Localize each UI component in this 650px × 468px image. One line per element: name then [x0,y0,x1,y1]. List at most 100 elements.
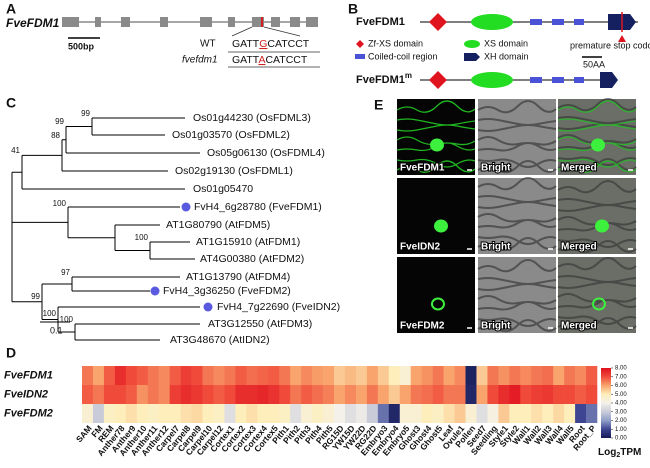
nucleus [595,219,609,233]
shape [552,19,564,25]
heatmap-cell [553,404,565,423]
colorbar-tick-label: 2.00 [615,418,627,424]
leaf-label: FvH4_3g36250 (FveFDM2) [163,285,291,297]
heatmap-cell [498,366,510,385]
heatmap-cell [158,366,170,385]
heatmap-cell [312,404,324,423]
micrograph-label: FveIDN2 [400,242,440,253]
nucleus [592,297,606,311]
cell-walls [477,100,557,174]
micrograph: FveFDM2 [397,257,475,333]
shape [200,17,212,27]
heatmap-cell [399,366,412,385]
heatmap-cell [542,404,554,423]
micrograph-label: Merged [561,242,597,253]
wt-label: WT [200,39,216,50]
highlight-dot [150,286,160,296]
colorbar-tick-label: 0.00 [615,436,627,442]
shape [530,19,542,25]
heatmap-cell [147,404,160,423]
micrograph-bg [397,178,475,254]
bootstrap: 97 [61,268,70,277]
heatmap-cell [531,404,543,423]
heatmap-cell [301,366,313,385]
zoom-lines [231,26,301,37]
heatmap-cell [334,366,346,385]
heatmap-cell [246,366,258,385]
mutant-label: fvefdm1 [182,55,218,66]
nucleus [431,297,445,311]
name: FveFDM1 [356,74,405,86]
seq: GATT [232,38,260,50]
nucleus [591,138,605,152]
heatmap-cell [323,366,335,385]
heatmap-cell [443,404,455,423]
heatmap-cell [92,366,105,385]
bootstrap: 100 [135,233,149,242]
shape [429,71,447,89]
leaf-label: AT3G48670 (AtIDN2) [170,334,270,346]
heatmap-cell [542,366,554,385]
heatmap-cell [465,366,477,385]
panel-label: E [374,97,383,113]
micrograph: Bright [477,257,557,333]
heatmap-cell [103,366,116,385]
heatmap-cell [531,366,543,385]
cell-walls [557,257,637,331]
micrograph-label: FveFDM2 [400,321,445,332]
heatmap-cell [454,366,466,385]
heatmap-cell [125,385,138,404]
shape [471,14,513,30]
heatmap-cell [509,366,521,385]
colorbar-tick-label: 5.00 [615,392,627,398]
heatmap-cell [388,366,401,385]
exons [62,17,318,27]
colorbar-tick-label: 4.00 [615,401,627,407]
heatmap-cell [377,404,390,423]
row-label: FveFDM2 [4,407,53,419]
heatmap-cell [114,385,127,404]
nucleus [434,219,448,233]
heatmap-cell [509,385,521,404]
micrograph-label: FveFDM1 [400,163,445,174]
heatmap-cell [82,385,94,404]
micrograph: FveFDM1 [396,99,476,175]
heatmap-cell [114,366,127,385]
leaf-label: AT4G00380 (AtFDM2) [200,253,304,265]
heatmap-cell [279,404,291,423]
heatmap-cell [410,366,422,385]
heatmap-cell [169,366,181,385]
heatmap-cell [520,366,532,385]
mutant-seq: GATTACATCCT [232,54,308,66]
superscript: m [405,71,412,80]
seq: GATT [232,54,260,66]
mutation-site [261,17,263,27]
heatmap-cell [290,385,302,404]
heatmap-cell [553,366,565,385]
heatmap-cell [388,385,401,404]
colorbar-tick-label: 8.00 [615,366,627,372]
heatmap-cell [344,366,357,385]
heatmap-cell [487,404,499,423]
heatmap-cell [180,404,192,423]
heatmap-cell [509,404,521,423]
heatmap-cell [224,385,236,404]
heatmap-cell [290,366,302,385]
heatmap-cell [366,404,379,423]
shape [530,77,542,83]
heatmap-cell [355,404,368,423]
bootstrap: 41 [11,146,20,155]
highlight-dot [203,302,213,312]
micrograph: Merged [557,257,637,333]
micrograph: FveIDN2 [397,178,475,254]
highlight-dot [181,202,191,212]
heatmap-cell [290,404,302,423]
heatmap-cell [323,385,335,404]
heatmap-cell [235,385,247,404]
stop-label: premature stop codon [570,40,650,50]
shape [574,77,584,83]
bootstrap: 99 [81,109,90,118]
seq: CATCCT [267,38,309,50]
heatmap-cell [388,404,401,423]
